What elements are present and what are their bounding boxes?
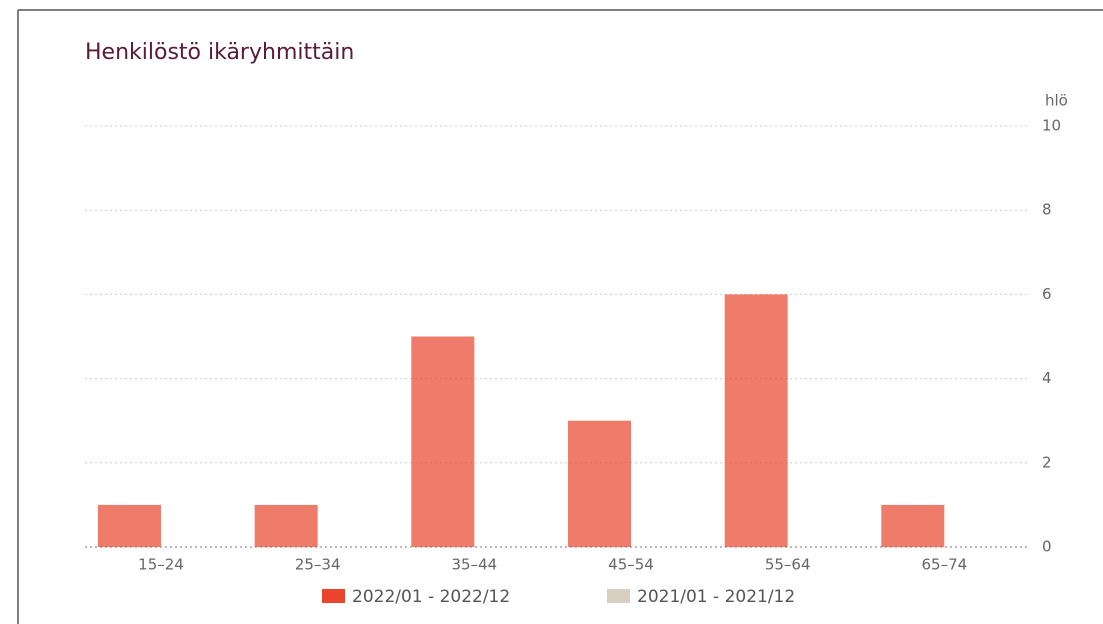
legend-label: 2022/01 - 2022/12 xyxy=(352,587,510,607)
y-axis-label: hlö xyxy=(1045,92,1068,110)
x-tick-label: 55–64 xyxy=(765,556,811,574)
legend-swatch xyxy=(322,589,345,603)
legend-label: 2021/01 - 2021/12 xyxy=(637,587,795,607)
y-tick-label: 8 xyxy=(1042,201,1052,219)
bar xyxy=(568,420,631,547)
bar xyxy=(724,294,788,547)
x-tick-label: 35–44 xyxy=(451,556,497,574)
y-tick-label: 0 xyxy=(1042,538,1052,556)
bar xyxy=(881,504,945,547)
legend-swatch xyxy=(607,589,630,603)
y-tick-label: 2 xyxy=(1042,453,1052,471)
x-tick-label: 25–34 xyxy=(295,556,341,574)
bar xyxy=(254,504,318,547)
y-tick-label: 10 xyxy=(1042,117,1061,135)
x-tick-label: 45–54 xyxy=(608,556,654,574)
y-tick-label: 4 xyxy=(1042,369,1052,387)
x-tick-label: 15–24 xyxy=(138,556,184,574)
bar xyxy=(98,504,161,547)
chart-title: Henkilöstö ikäryhmittäin xyxy=(85,40,354,65)
x-tick-label: 65–74 xyxy=(921,556,967,574)
bar xyxy=(411,336,475,547)
y-tick-label: 6 xyxy=(1042,285,1052,303)
